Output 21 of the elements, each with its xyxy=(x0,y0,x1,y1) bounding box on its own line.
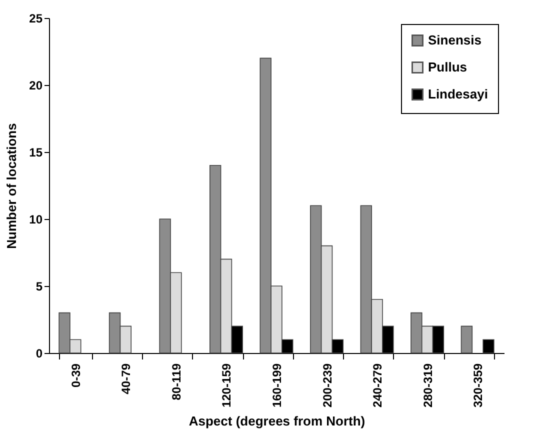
legend-label: Sinensis xyxy=(428,32,482,48)
y-tick-label: 10 xyxy=(29,212,43,226)
y-axis-title: Number of locations xyxy=(4,123,20,249)
legend-label: Lindesayi xyxy=(428,86,488,102)
x-axis-title: Aspect (degrees from North) xyxy=(188,414,366,429)
x-tick-label: 80-119 xyxy=(169,363,184,400)
x-tick-label: 40-79 xyxy=(119,363,134,394)
x-tick-label: 160-199 xyxy=(270,363,284,408)
y-tick-label: 25 xyxy=(29,12,43,26)
x-tick-label: 120-159 xyxy=(220,363,234,408)
y-tick-label: 15 xyxy=(29,146,43,160)
y-tick-label: 20 xyxy=(29,78,43,92)
x-tick-label: 240-279 xyxy=(370,363,385,408)
legend-label: Pullus xyxy=(428,60,468,74)
bar xyxy=(460,326,473,354)
x-tick-label: 320-359 xyxy=(471,363,486,408)
x-tick-label: 200-239 xyxy=(320,363,334,408)
y-tick-label: 5 xyxy=(36,280,43,294)
x-tick-label: 0-39 xyxy=(68,363,83,388)
y-tick-label: 0 xyxy=(36,346,43,360)
x-tick-label: 280-319 xyxy=(420,363,435,408)
